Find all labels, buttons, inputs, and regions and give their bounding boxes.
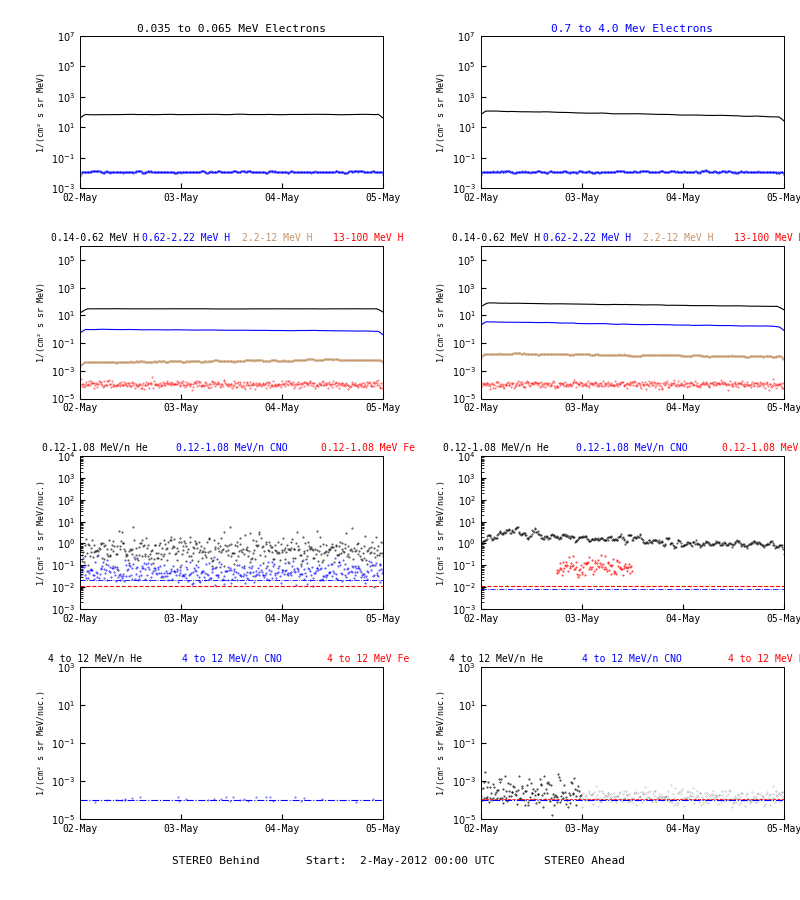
Text: 2.2-12 MeV H: 2.2-12 MeV H (242, 233, 313, 243)
Text: 2.2-12 MeV H: 2.2-12 MeV H (642, 233, 713, 243)
Text: 4 to 12 MeV Fe: 4 to 12 MeV Fe (327, 653, 410, 663)
Title: 0.7 to 4.0 Mev Electrons: 0.7 to 4.0 Mev Electrons (551, 23, 714, 34)
Text: 4 to 12 MeV/n CNO: 4 to 12 MeV/n CNO (582, 653, 682, 663)
Text: 4 to 12 MeV/n He: 4 to 12 MeV/n He (48, 653, 142, 663)
Text: 0.12-1.08 MeV/n CNO: 0.12-1.08 MeV/n CNO (176, 444, 287, 454)
Y-axis label: 1/(cm² s sr MeV/nuc.): 1/(cm² s sr MeV/nuc.) (437, 690, 446, 796)
Text: 0.14-0.62 MeV H: 0.14-0.62 MeV H (452, 233, 540, 243)
Text: 0.12-1.08 MeV/n He: 0.12-1.08 MeV/n He (42, 444, 148, 454)
Text: STEREO Behind: STEREO Behind (172, 856, 260, 866)
Text: 13-100 MeV H: 13-100 MeV H (333, 233, 403, 243)
Y-axis label: 1/(cm² s sr MeV/nuc.): 1/(cm² s sr MeV/nuc.) (37, 480, 46, 585)
Text: 4 to 12 MeV/n He: 4 to 12 MeV/n He (449, 653, 542, 663)
Text: STEREO Ahead: STEREO Ahead (543, 856, 625, 866)
Text: 0.62-2.22 MeV H: 0.62-2.22 MeV H (142, 233, 230, 243)
Y-axis label: 1/(cm² s sr MeV): 1/(cm² s sr MeV) (437, 72, 446, 152)
Text: 0.12-1.08 MeV Fe: 0.12-1.08 MeV Fe (722, 444, 800, 454)
Y-axis label: 1/(cm² s sr MeV/nuc.): 1/(cm² s sr MeV/nuc.) (37, 690, 46, 796)
Text: 13-100 MeV H: 13-100 MeV H (734, 233, 800, 243)
Text: 0.12-1.08 MeV/n CNO: 0.12-1.08 MeV/n CNO (577, 444, 688, 454)
Title: 0.035 to 0.065 MeV Electrons: 0.035 to 0.065 MeV Electrons (138, 23, 326, 34)
Y-axis label: 1/(cm² s sr MeV): 1/(cm² s sr MeV) (37, 72, 46, 152)
Text: Start:  2-May-2012 00:00 UTC: Start: 2-May-2012 00:00 UTC (306, 856, 494, 866)
Text: 4 to 12 MeV/n CNO: 4 to 12 MeV/n CNO (182, 653, 282, 663)
Text: 4 to 12 MeV Fe: 4 to 12 MeV Fe (728, 653, 800, 663)
Y-axis label: 1/(cm² s sr MeV/nuc.): 1/(cm² s sr MeV/nuc.) (437, 480, 446, 585)
Text: 0.62-2.22 MeV H: 0.62-2.22 MeV H (542, 233, 631, 243)
Y-axis label: 1/(cm² s sr MeV): 1/(cm² s sr MeV) (437, 283, 446, 363)
Text: 0.14-0.62 MeV H: 0.14-0.62 MeV H (51, 233, 139, 243)
Y-axis label: 1/(cm² s sr MeV): 1/(cm² s sr MeV) (37, 283, 46, 363)
Text: 0.12-1.08 MeV/n He: 0.12-1.08 MeV/n He (443, 444, 549, 454)
Text: 0.12-1.08 MeV Fe: 0.12-1.08 MeV Fe (322, 444, 415, 454)
